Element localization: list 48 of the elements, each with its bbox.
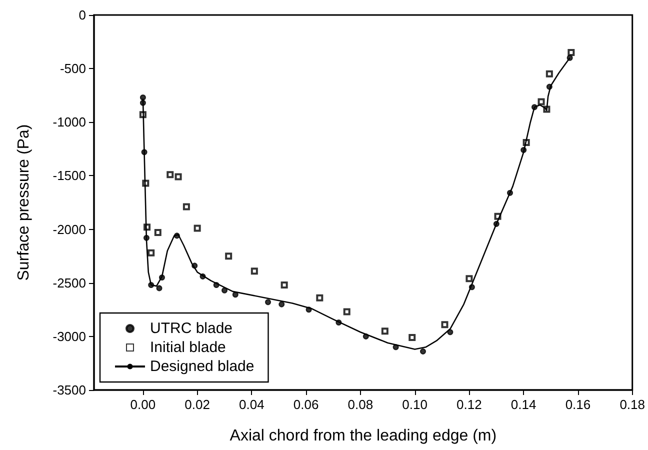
point xyxy=(278,301,285,308)
point xyxy=(154,229,162,236)
point xyxy=(316,294,324,302)
point xyxy=(156,285,162,292)
point xyxy=(194,224,201,232)
y-tick-label: -3000 xyxy=(52,328,86,344)
x-tick-label: 0.02 xyxy=(184,397,210,412)
y-tick-label: -1500 xyxy=(52,168,86,184)
x-tick-label: 0.18 xyxy=(620,397,646,412)
x-axis-title: Axial chord from the leading edge (m) xyxy=(230,428,497,444)
point xyxy=(222,287,228,294)
y-tick-label: -2000 xyxy=(52,222,86,237)
x-tick-label: 0.06 xyxy=(293,397,319,412)
y-tick-label: -1000 xyxy=(52,114,86,130)
point xyxy=(381,328,388,335)
point xyxy=(408,334,416,341)
y-tick-label: -3500 xyxy=(52,382,86,398)
x-tick-label: 0.10 xyxy=(402,397,428,412)
point xyxy=(546,70,553,78)
legend-label: Designed blade xyxy=(150,358,254,375)
point xyxy=(441,321,448,328)
x-tick-label: 0.04 xyxy=(239,397,264,412)
y-axis-title: Surface pressure (Pa) xyxy=(16,124,32,281)
point xyxy=(174,173,182,180)
point xyxy=(232,292,238,298)
point xyxy=(250,268,258,275)
y-tick-label: -500 xyxy=(60,61,86,76)
legend-label: Initial blade xyxy=(150,339,226,356)
point xyxy=(568,49,575,56)
point xyxy=(225,252,232,260)
x-tick-label: 0.12 xyxy=(456,397,482,412)
point xyxy=(166,171,174,178)
x-tick-label: 0.14 xyxy=(510,397,536,412)
point xyxy=(538,98,545,106)
x-tick-label: 0.16 xyxy=(565,397,591,412)
y-tick-label: 0 xyxy=(78,8,86,22)
point xyxy=(466,275,473,282)
point xyxy=(265,299,272,306)
point xyxy=(343,308,350,316)
point xyxy=(280,282,288,288)
point xyxy=(148,249,155,256)
legend-label: UTRC blade xyxy=(150,320,233,337)
y-tick-label: -2500 xyxy=(52,275,86,290)
x-tick-label: 0.00 xyxy=(130,397,156,412)
point xyxy=(420,348,426,354)
x-tick-label: 0.08 xyxy=(348,397,374,412)
point xyxy=(182,203,190,210)
point xyxy=(140,94,146,100)
